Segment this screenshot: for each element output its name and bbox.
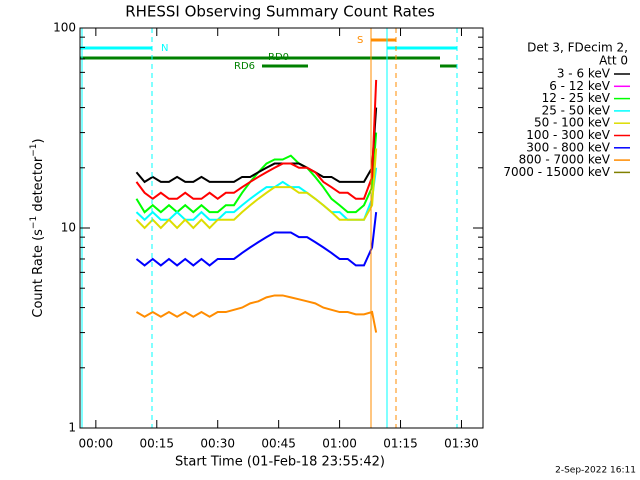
- series-line: [135, 212, 378, 267]
- footer-date: 2-Sep-2022 16:11: [555, 466, 636, 476]
- y-tick-label: 1: [68, 421, 76, 435]
- y-axis-label: Count Rate (s−1 detector−1): [29, 138, 46, 317]
- series-line: [135, 294, 378, 333]
- y-label-part: Count Rate (s: [31, 229, 46, 318]
- x-tick-label: 01:30: [444, 437, 479, 451]
- y-label-part: −1: [29, 216, 39, 229]
- legend-label: 12 - 25 keV: [542, 91, 611, 105]
- x-tick-label: 00:00: [79, 437, 114, 451]
- annotation: RD6: [234, 61, 255, 72]
- legend-label: 7000 - 15000 keV: [503, 165, 610, 179]
- x-axis-label: Start Time (01-Feb-18 23:55:42): [175, 455, 385, 470]
- legend-label: 25 - 50 keV: [542, 103, 611, 117]
- state-lines: [81, 28, 458, 428]
- axes-frame: [79, 27, 484, 429]
- legend-label: 800 - 7000 keV: [519, 153, 611, 167]
- series-line: [135, 167, 378, 222]
- chart-title: RHESSI Observing Summary Count Rates: [125, 3, 435, 21]
- y-label-part: detector: [31, 156, 46, 216]
- annotation: S: [357, 35, 363, 46]
- annotation: N: [161, 43, 168, 54]
- x-tick-label: 00:30: [200, 437, 235, 451]
- plot-area: [135, 79, 378, 333]
- legend-label: 300 - 800 keV: [526, 140, 610, 154]
- series-line: [135, 79, 378, 201]
- y-tick-label: 10: [61, 221, 76, 235]
- x-tick-label: 01:15: [383, 437, 418, 451]
- x-tick-label: 00:15: [139, 437, 174, 451]
- annotation: RD0: [268, 52, 289, 63]
- state-bars: [80, 38, 457, 68]
- y-label-part: −1: [29, 143, 39, 156]
- legend-label: 100 - 300 keV: [526, 128, 610, 142]
- y-label-part: ): [31, 138, 46, 143]
- x-tick-label: 01:00: [322, 437, 357, 451]
- legend-header: Det 3, FDecim 2,: [527, 41, 628, 55]
- legend-header: Att 0: [599, 54, 628, 68]
- legend-label: 50 - 100 keV: [534, 116, 611, 130]
- series-line: [135, 107, 378, 184]
- x-tick-label: 00:45: [261, 437, 296, 451]
- legend-label: 3 - 6 keV: [557, 67, 611, 81]
- series-line: [135, 148, 378, 230]
- legend-label: 6 - 12 keV: [549, 79, 611, 93]
- y-tick-label: 100: [53, 21, 76, 35]
